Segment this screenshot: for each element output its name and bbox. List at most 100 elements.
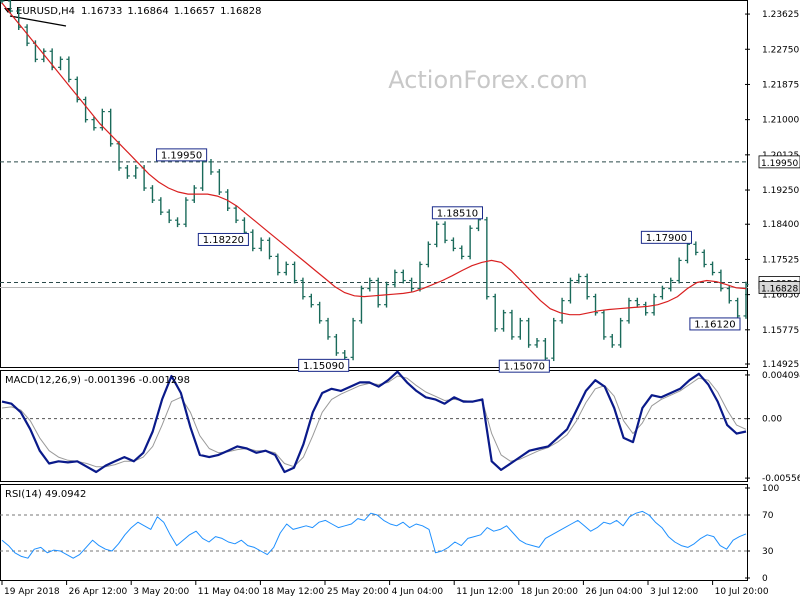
annotation-label: 1.18220 <box>203 235 244 246</box>
price-bar <box>258 237 264 252</box>
price-level-tag[interactable]: 1.19950 <box>758 155 800 169</box>
price-bar <box>735 297 741 319</box>
price-bar <box>233 205 239 224</box>
price-axis-label: 1.19250 <box>762 186 799 196</box>
price-bar <box>325 317 331 340</box>
price-bar <box>501 309 507 332</box>
price-level-tag-label: 1.16828 <box>761 284 798 294</box>
price-bar <box>83 96 89 123</box>
price-bar <box>559 297 565 324</box>
rsi-pane[interactable] <box>0 484 748 581</box>
price-bar <box>434 221 440 248</box>
rsi-layer: 100 70 30 0 <box>0 484 779 584</box>
price-level-tag[interactable]: 1.16828 <box>758 281 800 294</box>
macd-axis-label: 0.004094 <box>762 371 800 381</box>
time-axis-label: 25 May 20:00 <box>327 587 389 597</box>
price-bar <box>517 317 523 340</box>
rsi-title: RSI(14) 49.0942 <box>5 489 86 500</box>
price-bar <box>400 269 406 284</box>
price-bar <box>567 277 573 304</box>
price-annotation[interactable]: 1.18220 <box>197 232 249 246</box>
time-axis-label: 11 Jun 12:00 <box>456 587 513 597</box>
high-value: 1.16864 <box>127 6 168 17</box>
price-bar <box>91 116 97 131</box>
time-axis-label: 19 Apr 2018 <box>4 587 60 597</box>
price-annotation[interactable]: 1.18510 <box>431 206 483 220</box>
price-bar <box>375 277 381 308</box>
price-bar <box>576 273 582 284</box>
price-bar <box>7 0 13 14</box>
pane-frames <box>0 0 748 581</box>
time-axis-label: 18 Jun 20:00 <box>521 587 578 597</box>
price-bar <box>601 309 607 340</box>
price-axis-label: 1.17525 <box>762 255 799 265</box>
price-bar <box>542 337 548 362</box>
annotation-label: 1.19950 <box>161 150 202 161</box>
price-bar <box>166 209 172 224</box>
price-axis-label: 1.21875 <box>762 80 799 90</box>
price-bar <box>484 216 490 300</box>
time-axis: 19 Apr 2018 26 Apr 12:00 3 May 20:00 11 May… <box>1 581 769 597</box>
price-bar <box>367 277 373 292</box>
time-axis-label: 26 Jun 04:00 <box>585 587 642 597</box>
price-bar <box>183 197 189 228</box>
price-bar <box>626 297 632 324</box>
price-bar <box>609 333 615 348</box>
price-bar <box>459 245 465 260</box>
price-bar <box>16 8 22 31</box>
price-bar <box>358 285 364 324</box>
price-bar <box>308 293 314 308</box>
price-axis-label: 1.21000 <box>762 116 799 126</box>
price-bar <box>718 269 724 292</box>
price-axis-label: 1.14925 <box>762 360 799 370</box>
annotation-box <box>431 206 483 220</box>
price-bar <box>275 253 281 276</box>
price-bar <box>409 277 415 292</box>
time-axis-label: 18 May 12:00 <box>262 587 324 597</box>
price-bar <box>0 0 5 4</box>
price-bar <box>200 158 206 191</box>
annotation-label: 1.18510 <box>437 208 478 219</box>
price-level-tag-box <box>758 155 800 169</box>
price-bar <box>450 237 456 252</box>
price-bar <box>710 261 716 276</box>
watermark: ActionForex.com <box>388 66 588 94</box>
time-axis-label: 4 Jun 04:00 <box>392 587 444 597</box>
rsi-axis-label: 0 <box>762 574 768 584</box>
price-bar <box>584 273 590 300</box>
price-bar <box>350 317 356 361</box>
price-annotation[interactable]: 1.15070 <box>498 359 550 373</box>
price-pane[interactable] <box>0 0 748 368</box>
price-bar <box>618 317 624 348</box>
macd-axis-label: 0.00 <box>762 415 782 425</box>
price-bar <box>701 249 707 268</box>
price-bar <box>534 337 540 348</box>
price-bar <box>300 277 306 300</box>
rsi-axis-label: 100 <box>762 484 779 494</box>
macd-line <box>1 370 747 474</box>
rsi-axis-label: 70 <box>762 511 774 521</box>
annotation-box <box>197 232 249 246</box>
price-bar <box>317 301 323 324</box>
price-bar <box>726 285 732 304</box>
macd-pane[interactable] <box>0 370 748 482</box>
price-annotation[interactable]: 1.17900 <box>640 230 692 244</box>
price-bar <box>467 225 473 260</box>
price-bar <box>651 293 657 316</box>
annotation-label: 1.16120 <box>694 319 735 330</box>
price-axis-label: 1.16650 <box>762 291 799 301</box>
price-annotation[interactable]: 1.16120 <box>689 317 741 331</box>
annotation-box <box>498 359 550 373</box>
time-axis-label: 26 Apr 12:00 <box>69 587 128 597</box>
price-bar <box>684 241 690 264</box>
price-bar <box>241 217 247 236</box>
price-annotation[interactable]: 1.19950 <box>156 148 208 162</box>
price-annotation[interactable]: 1.15090 <box>298 358 350 372</box>
price-bar <box>417 261 423 292</box>
price-bar <box>492 293 498 332</box>
macd-axis-label: -0.005568 <box>762 474 800 484</box>
rsi-axis-label: 30 <box>762 547 774 557</box>
price-bar <box>676 257 682 284</box>
price-axis-label: 1.23625 <box>762 10 799 20</box>
